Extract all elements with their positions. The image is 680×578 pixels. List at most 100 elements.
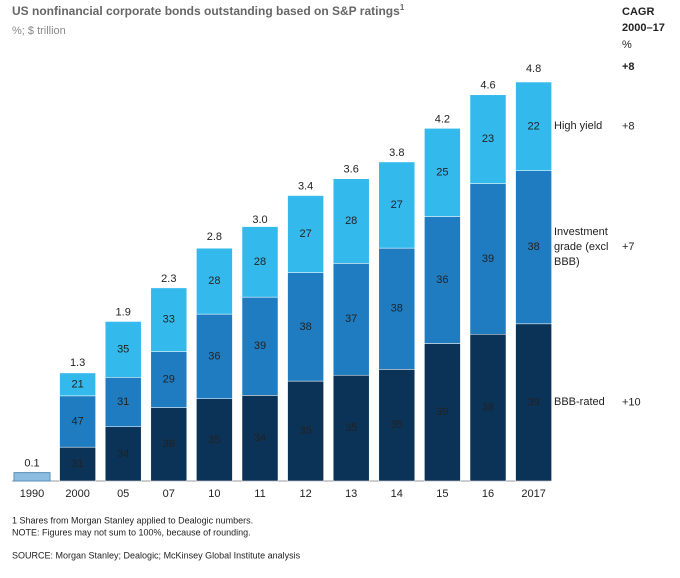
- segment-label: 39: [254, 340, 266, 352]
- bar-segment: [287, 195, 324, 273]
- total-label: 4.2: [435, 113, 450, 125]
- chart-subtitle: %; $ trillion: [12, 25, 66, 37]
- cagr-title: CAGR: [622, 6, 654, 18]
- segment-label: 35: [208, 434, 220, 446]
- legend-entry: BBB-rated: [554, 395, 605, 408]
- legend-entry: High yield: [554, 119, 603, 132]
- total-label: 0.1: [24, 458, 39, 470]
- bar-segment: [424, 343, 461, 482]
- cagr-value: +7: [622, 241, 635, 253]
- bar: [13, 472, 51, 482]
- segment-label: 39: [527, 396, 539, 408]
- bar-segment: [150, 407, 188, 482]
- segment-label: 27: [391, 199, 403, 211]
- source: SOURCE: Morgan Stanley; Dealogic; McKins…: [12, 550, 301, 560]
- legend-entry: Investment grade (excl BBB): [554, 225, 609, 268]
- bar-segment: [332, 263, 370, 376]
- total-label: 2.8: [207, 231, 222, 243]
- bar-segment: [378, 247, 416, 370]
- x-tick-label: 15: [436, 488, 448, 500]
- segment-label: 28: [208, 275, 220, 287]
- total-label: 1.9: [116, 306, 131, 318]
- bar-segment: [469, 183, 507, 335]
- x-tick-label: 16: [482, 488, 494, 500]
- x-tick-label: 12: [299, 488, 311, 500]
- segment-label: 22: [527, 120, 539, 132]
- total-label: 3.8: [389, 147, 404, 159]
- segment-label: 36: [208, 350, 220, 362]
- x-tick-label: 07: [163, 488, 175, 500]
- bar-segment: [59, 372, 96, 397]
- x-tick-label: 2017: [521, 488, 545, 500]
- bar-segment: [332, 178, 370, 264]
- chart-title: US nonfinancial corporate bonds outstand…: [12, 3, 405, 18]
- total-label: 3.6: [344, 164, 359, 176]
- bar-segment: [287, 272, 324, 382]
- segment-label: 29: [163, 374, 175, 386]
- bar-segment: [104, 426, 142, 482]
- cagr-total: +8: [622, 61, 635, 73]
- cagr-period: 2000–17: [622, 22, 665, 34]
- legend-label: Investment grade (excl BBB): [554, 225, 609, 268]
- bar-segment: [150, 351, 188, 408]
- x-tick-label: 1990: [20, 488, 44, 500]
- x-tick-label: 05: [117, 488, 129, 500]
- bar-segment: [424, 216, 461, 344]
- legend-label: High yield: [554, 119, 603, 132]
- segment-label: 23: [482, 133, 494, 145]
- legend-label: BBB-rated: [554, 395, 605, 408]
- x-tick-label: 11: [254, 488, 265, 500]
- x-tick-label: 13: [345, 488, 357, 500]
- bar-segment: [378, 369, 416, 482]
- bar-segment: [378, 161, 416, 249]
- cagr-value: +8: [622, 120, 635, 132]
- segment-label: 34: [254, 432, 266, 444]
- cagr-unit: %: [622, 39, 632, 51]
- bar-segment: [59, 446, 96, 482]
- bar-segment: [332, 374, 370, 482]
- segment-label: 36: [436, 274, 448, 286]
- bar-segment: [241, 395, 279, 482]
- segment-label: 21: [71, 378, 83, 390]
- segment-label: 28: [345, 215, 357, 227]
- bar-segment: [287, 380, 324, 482]
- segment-label: 35: [391, 419, 403, 431]
- segment-label: 39: [482, 253, 494, 265]
- footnote: NOTE: Figures may not sum to 100%, becau…: [12, 527, 251, 537]
- segment-label: 38: [163, 438, 175, 450]
- cagr-value: +10: [622, 396, 641, 408]
- bar-segment: [196, 248, 233, 315]
- segment-label: 31: [117, 396, 129, 408]
- bar-segment: [150, 287, 188, 352]
- total-label: 1.3: [70, 357, 85, 369]
- x-tick-label: 14: [391, 488, 403, 500]
- segment-label: 38: [299, 321, 311, 333]
- segment-label: 35: [117, 343, 129, 355]
- segment-label: 34: [117, 448, 129, 460]
- title-text: US nonfinancial corporate bonds outstand…: [12, 4, 400, 18]
- segment-label: 27: [299, 228, 311, 240]
- segment-label: 47: [71, 415, 83, 427]
- bar-segment: [104, 377, 142, 428]
- bar-segment: [515, 323, 552, 482]
- bar-segment: [469, 94, 507, 184]
- total-label: 2.3: [161, 273, 176, 285]
- bar-segment: [241, 226, 279, 298]
- segment-label: 28: [254, 256, 266, 268]
- x-tick-label: 2000: [65, 488, 89, 500]
- segment-label: 35: [345, 422, 357, 434]
- segment-label: 25: [436, 166, 448, 178]
- bar-segment: [59, 395, 96, 448]
- total-label: 4.6: [480, 80, 495, 92]
- segment-label: 38: [482, 402, 494, 414]
- x-tick-label: 10: [208, 488, 220, 500]
- total-label: 4.8: [526, 63, 541, 75]
- bar-segment: [104, 321, 142, 378]
- segment-label: 35: [299, 425, 311, 437]
- total-label: 3.0: [252, 214, 267, 226]
- bar-segment: [515, 81, 552, 171]
- bar-segment: [196, 398, 233, 482]
- segment-label: 39: [436, 406, 448, 418]
- bar-segment: [424, 128, 461, 217]
